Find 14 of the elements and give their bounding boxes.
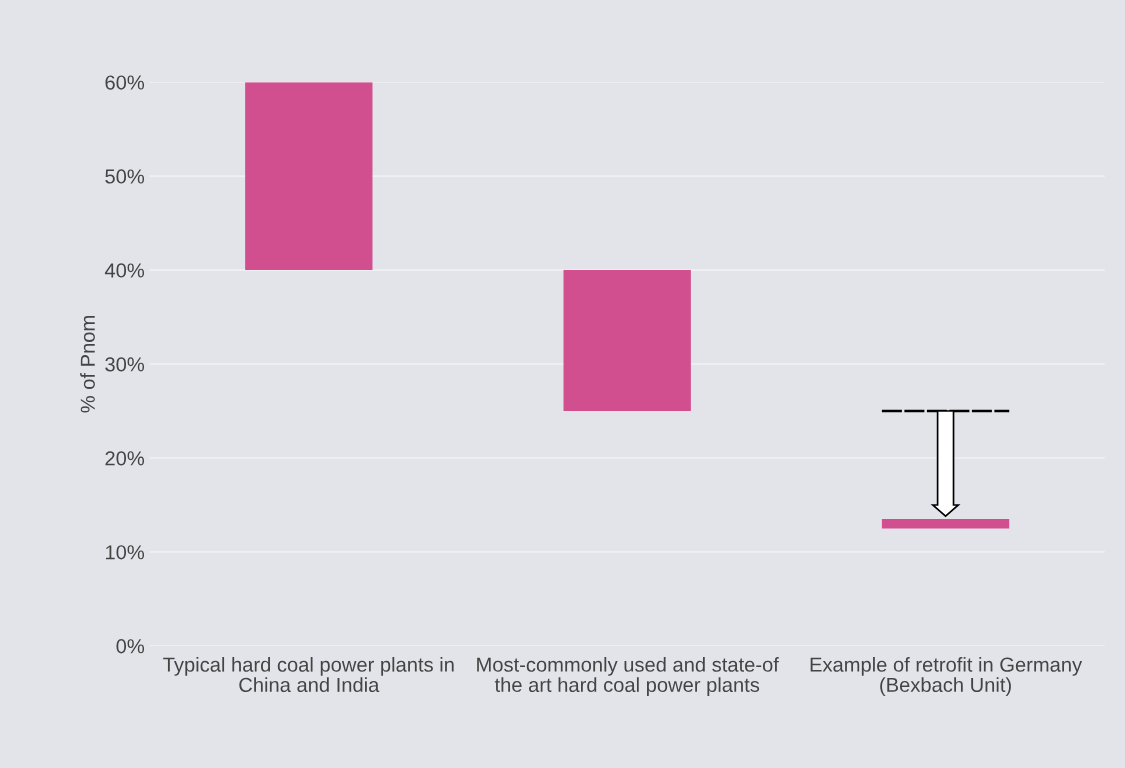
y-tick-label: 50%	[105, 169, 145, 184]
y-tick-label: 0%	[116, 639, 145, 654]
bar	[563, 270, 691, 412]
x-tick-label: Typical hard coal power plants in China and India	[163, 657, 454, 693]
x-tick-label: Example of retrofit in Germany (Bexbach Unit)	[810, 657, 1083, 696]
y-tick-label: 60%	[105, 75, 145, 90]
y-axis-title: % of Pnom	[80, 316, 95, 413]
bar	[881, 519, 1010, 529]
bar	[245, 82, 373, 271]
y-tick-label: 20%	[105, 451, 145, 466]
y-tick-label: 10%	[105, 545, 145, 560]
x-tick-label: Most-commonly used and state-of the art hard coal power plants	[477, 657, 779, 696]
y-tick-label: 30%	[105, 357, 145, 372]
y-tick-label: 40%	[104, 263, 145, 278]
